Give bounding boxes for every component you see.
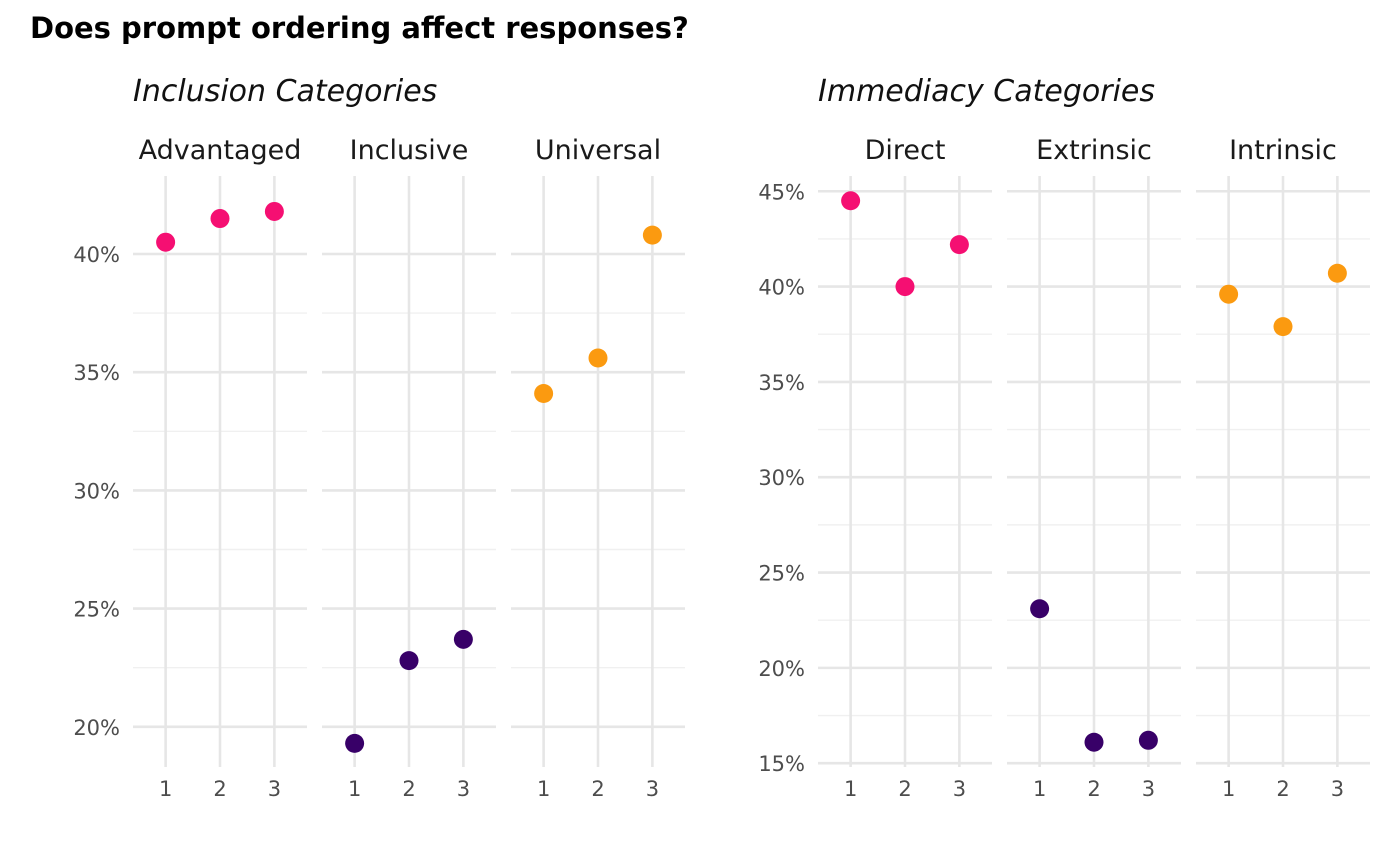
chart-title: Does prompt ordering affect responses?: [30, 11, 689, 45]
x-tick-label: 3: [1142, 777, 1155, 801]
data-point: [642, 225, 662, 245]
data-point: [588, 348, 608, 368]
y-tick-label: 20%: [73, 716, 120, 740]
data-point: [453, 629, 473, 649]
x-tick-label: 3: [953, 777, 966, 801]
data-point: [841, 191, 861, 211]
y-tick-label: 25%: [758, 562, 805, 586]
data-point: [345, 733, 365, 753]
y-tick-label: 45%: [758, 180, 805, 204]
y-tick-label: 15%: [758, 752, 805, 776]
data-point: [1084, 732, 1104, 752]
data-point: [156, 232, 176, 252]
y-tick-label: 30%: [758, 466, 805, 490]
facet-label: Universal: [535, 135, 661, 166]
y-tick-label: 25%: [73, 598, 120, 622]
x-tick-label: 2: [213, 777, 226, 801]
facet-advantaged: Advantaged 1 2 3: [133, 135, 307, 801]
panel-subtitle: Immediacy Categories: [818, 74, 1155, 109]
data-point: [399, 651, 419, 671]
data-point: [210, 209, 230, 229]
facet-universal: Universal 1 2 3: [511, 135, 685, 801]
y-tick-label: 35%: [758, 371, 805, 395]
panel-subtitle: Inclusion Categories: [133, 74, 437, 109]
y-tick-label: 35%: [73, 361, 120, 385]
facet-label: Intrinsic: [1229, 135, 1337, 166]
panel-2: Immediacy Categories 15% 20% 25% 30% 35% 40% 45…: [758, 74, 1370, 801]
facet-intrinsic: Intrinsic 1 2 3: [1196, 135, 1370, 801]
y-tick-label: 40%: [758, 276, 805, 300]
x-tick-label: 2: [591, 777, 604, 801]
x-tick-label: 2: [1276, 777, 1289, 801]
x-tick-label: 3: [646, 777, 659, 801]
data-point: [264, 201, 284, 221]
panel-1: Inclusion Categories 20% 25% 30% 35% 40% Advan…: [73, 74, 685, 801]
x-tick-label: 2: [898, 777, 911, 801]
x-tick-label: 3: [457, 777, 470, 801]
facet-inclusive: Inclusive 1 2 3: [322, 135, 496, 801]
x-tick-label: 1: [1222, 777, 1235, 801]
y-tick-label: 30%: [73, 479, 120, 503]
x-tick-label: 3: [1331, 777, 1344, 801]
x-tick-label: 2: [402, 777, 415, 801]
facet-label: Extrinsic: [1036, 135, 1152, 166]
x-tick-label: 1: [537, 777, 550, 801]
x-tick-label: 1: [348, 777, 361, 801]
facet-label: Direct: [865, 135, 946, 166]
x-tick-label: 1: [1033, 777, 1046, 801]
data-point: [1327, 263, 1347, 283]
x-tick-label: 3: [268, 777, 281, 801]
y-tick-label: 20%: [758, 657, 805, 681]
data-point: [1030, 599, 1050, 619]
data-point: [1219, 284, 1239, 304]
data-point: [895, 277, 915, 297]
data-point: [1138, 730, 1158, 750]
facet-label: Advantaged: [139, 135, 302, 166]
x-tick-label: 1: [844, 777, 857, 801]
facet-direct: Direct 1 2 3: [818, 135, 992, 801]
data-point: [949, 235, 969, 255]
facet-label: Inclusive: [350, 135, 469, 166]
facet-extrinsic: Extrinsic 1 2 3: [1007, 135, 1181, 801]
panels: Inclusion Categories 20% 25% 30% 35% 40% Advan…: [73, 74, 1370, 801]
x-tick-label: 2: [1087, 777, 1100, 801]
data-point: [1273, 317, 1293, 337]
x-tick-label: 1: [159, 777, 172, 801]
y-tick-label: 40%: [73, 243, 120, 267]
data-point: [534, 383, 554, 403]
